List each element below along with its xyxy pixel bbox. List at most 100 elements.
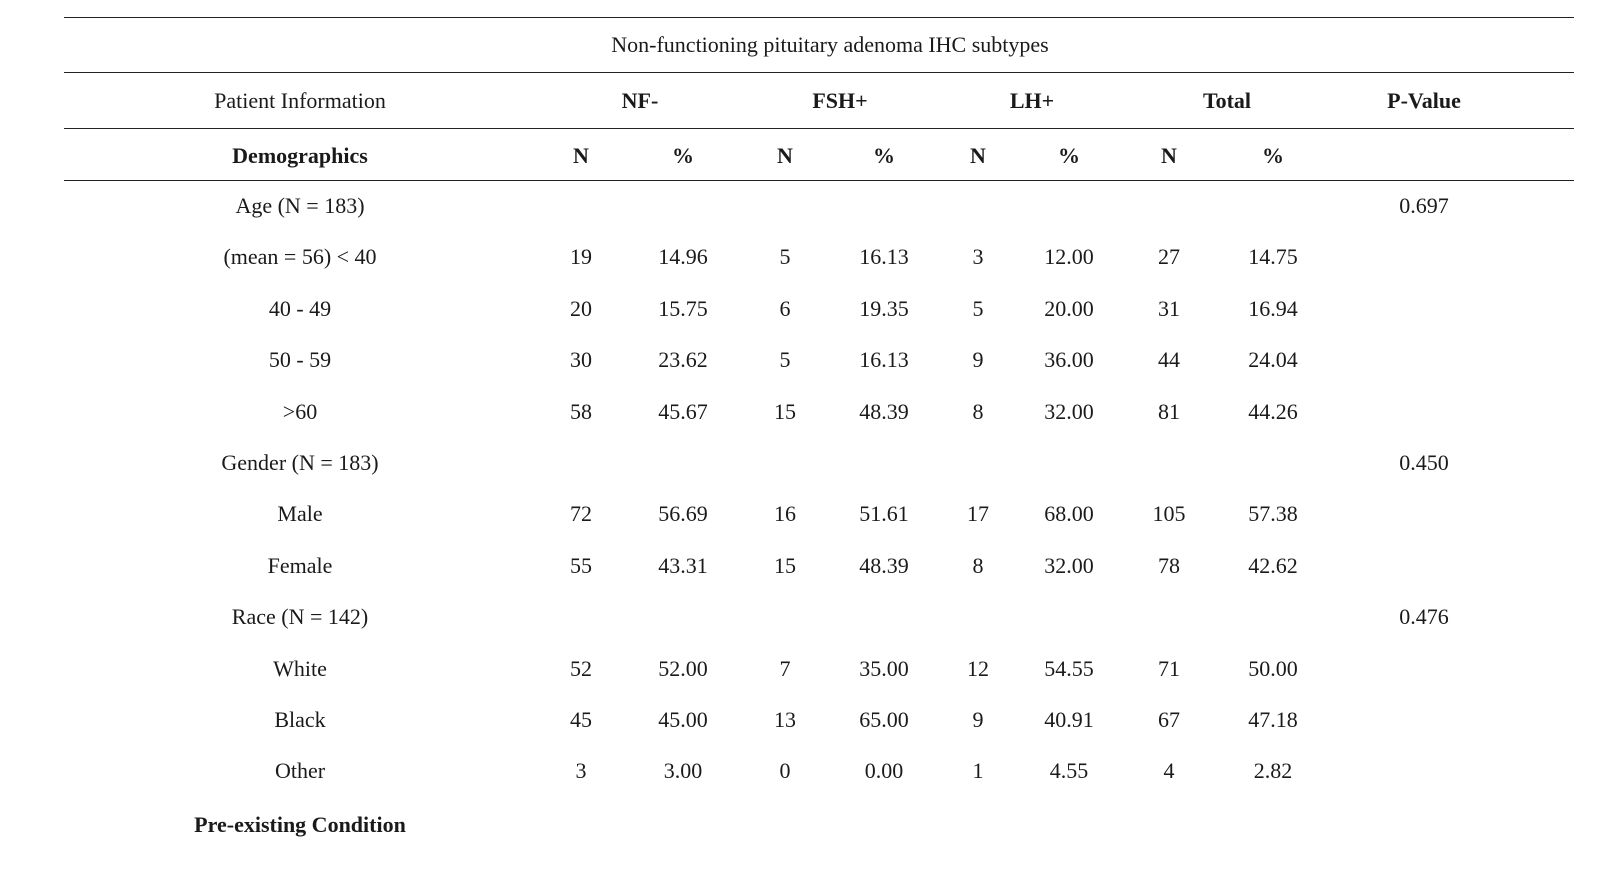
cell-pct: 15.75 <box>658 295 708 321</box>
cell-pct: 35.00 <box>859 655 909 681</box>
cell-n: 7 <box>779 655 791 681</box>
top-rule <box>64 17 1574 18</box>
cell-pct: 14.96 <box>658 244 708 270</box>
row-label: (mean = 56) < 40 <box>223 244 377 270</box>
cell-n: 105 <box>1152 501 1186 527</box>
cell-n: 16 <box>774 501 796 527</box>
cell-pct: 48.39 <box>859 552 909 578</box>
cell-n: 8 <box>972 398 984 424</box>
cell-n: 3 <box>972 244 984 270</box>
row-label: Race (N = 142) <box>231 604 369 630</box>
row-label: Male <box>277 501 323 527</box>
cell-n: 67 <box>1158 707 1180 732</box>
cell-n: 81 <box>1158 398 1180 424</box>
table-title: Non-functioning pituitary adenoma IHC su… <box>611 32 1049 57</box>
cell-n: 17 <box>967 501 989 527</box>
cell-n: 12 <box>967 655 989 681</box>
cell-pct: 56.69 <box>658 501 708 527</box>
cell-pct: 47.18 <box>1248 707 1298 732</box>
cell-n: 1 <box>972 758 984 784</box>
cell-n: 19 <box>570 244 592 270</box>
subheader-n: N <box>970 143 986 168</box>
subheader-demographics: Demographics <box>232 143 368 168</box>
cell-pct: 68.00 <box>1044 501 1094 527</box>
row-label: Other <box>274 758 326 784</box>
cell-n: 5 <box>779 244 791 270</box>
cell-n: 71 <box>1158 655 1180 681</box>
cell-pvalue: 0.450 <box>1399 450 1449 475</box>
cell-n: 15 <box>774 398 796 424</box>
subheader-pct: % <box>672 143 694 168</box>
cell-pct: 54.55 <box>1044 655 1094 681</box>
cell-n: 0 <box>779 758 791 784</box>
cell-n: 6 <box>779 295 791 321</box>
cell-pct: 3.00 <box>663 758 703 784</box>
cell-pct: 52.00 <box>658 655 708 681</box>
cell-n: 52 <box>570 655 592 681</box>
cell-pct: 0.00 <box>864 758 904 784</box>
subheader-rule <box>64 180 1574 181</box>
cell-pvalue: 0.697 <box>1399 193 1449 218</box>
cell-n: 8 <box>972 552 984 578</box>
cell-pct: 44.26 <box>1248 398 1298 424</box>
cell-pct: 48.39 <box>859 398 909 424</box>
subheader-n: N <box>1161 143 1177 168</box>
subheader-pct: % <box>1058 143 1080 168</box>
cell-pct: 45.67 <box>658 398 708 424</box>
cell-pct: 40.91 <box>1044 707 1094 732</box>
cell-n: 44 <box>1158 347 1180 373</box>
cell-n: 72 <box>570 501 592 527</box>
header-group-lh: LH+ <box>1009 88 1055 113</box>
cell-pct: 32.00 <box>1044 398 1094 424</box>
row-label: Gender (N = 183) <box>221 450 379 475</box>
row-label: Age (N = 183) <box>235 193 365 218</box>
cell-pct: 23.62 <box>658 347 708 373</box>
row-label: White <box>273 655 327 681</box>
cell-pct: 51.61 <box>859 501 909 527</box>
row-label: >60 <box>282 398 318 424</box>
cell-n: 13 <box>774 707 796 732</box>
header-patient-info: Patient Information <box>214 88 386 113</box>
cell-pct: 32.00 <box>1044 552 1094 578</box>
row-label: 50 - 59 <box>268 347 332 373</box>
header-pvalue: P-Value <box>1387 88 1461 113</box>
title-rule <box>64 72 1574 73</box>
cell-n: 27 <box>1158 244 1180 270</box>
cell-n: 5 <box>779 347 791 373</box>
header-group-nf: NF- <box>621 88 659 113</box>
cell-n: 30 <box>570 347 592 373</box>
cell-n: 20 <box>570 295 592 321</box>
cell-pvalue: 0.476 <box>1399 604 1449 630</box>
cell-pct: 16.13 <box>859 347 909 373</box>
cell-pct: 19.35 <box>859 295 909 321</box>
cell-pct: 16.13 <box>859 244 909 270</box>
subheader-n: N <box>777 143 793 168</box>
cell-pct: 65.00 <box>859 707 909 732</box>
cell-pct: 4.55 <box>1049 758 1089 784</box>
cell-pct: 12.00 <box>1044 244 1094 270</box>
cell-pct: 36.00 <box>1044 347 1094 373</box>
cell-pct: 14.75 <box>1248 244 1298 270</box>
header-group-fsh: FSH+ <box>812 88 868 113</box>
section-pre-existing-condition: Pre-existing Condition <box>194 812 406 837</box>
subheader-pct: % <box>1262 143 1284 168</box>
cell-n: 5 <box>972 295 984 321</box>
cell-pct: 24.04 <box>1248 347 1298 373</box>
row-label: 40 - 49 <box>268 295 332 321</box>
cell-pct: 43.31 <box>658 552 708 578</box>
cell-n: 58 <box>570 398 592 424</box>
cell-n: 9 <box>972 347 984 373</box>
cell-pct: 2.82 <box>1253 758 1293 784</box>
cell-n: 3 <box>575 758 587 784</box>
cell-pct: 57.38 <box>1248 501 1298 527</box>
header-rule <box>64 128 1574 129</box>
cell-n: 55 <box>570 552 592 578</box>
cell-pct: 20.00 <box>1044 295 1094 321</box>
cell-pct: 42.62 <box>1248 552 1298 578</box>
subheader-pct: % <box>873 143 895 168</box>
cell-n: 31 <box>1158 295 1180 321</box>
cell-n: 9 <box>972 707 984 732</box>
cell-pct: 16.94 <box>1248 295 1298 321</box>
cell-pct: 50.00 <box>1248 655 1298 681</box>
row-label: Female <box>267 552 333 578</box>
